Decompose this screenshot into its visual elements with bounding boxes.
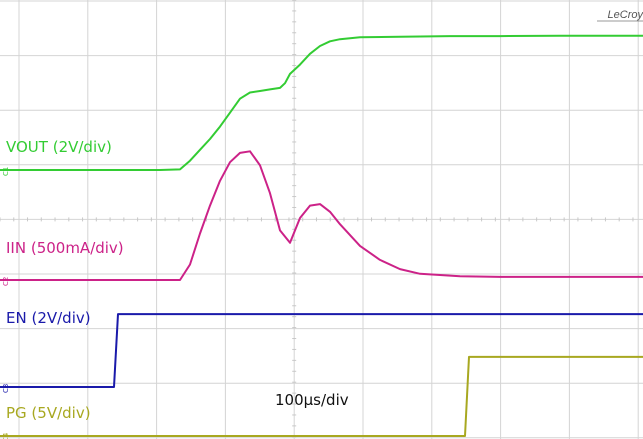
iin-trace <box>0 150 643 281</box>
vout-trace <box>0 34 643 171</box>
traces <box>0 34 643 437</box>
en-trace <box>0 313 643 388</box>
channel-labels: VOUT (2V/div) IIN (500mA/div) EN (2V/div) P… <box>6 138 124 422</box>
pg-ground-marker: C4 <box>2 432 10 439</box>
iin-ground-marker: C2 <box>2 277 10 286</box>
time-scale-label: 100µs/div <box>275 391 349 409</box>
en-ground-marker: C3 <box>2 384 10 393</box>
iin-label: IIN (500mA/div) <box>6 239 124 257</box>
brand-label: LeCroy <box>608 9 643 21</box>
pg-trace <box>0 355 643 437</box>
pg-label: PG (5V/div) <box>6 404 91 422</box>
en-label: EN (2V/div) <box>6 309 91 327</box>
vout-label: VOUT (2V/div) <box>6 138 112 156</box>
vout-ground-marker: C1 <box>2 167 10 176</box>
channel-markers: C1 C2 C3 C4 <box>2 167 10 439</box>
